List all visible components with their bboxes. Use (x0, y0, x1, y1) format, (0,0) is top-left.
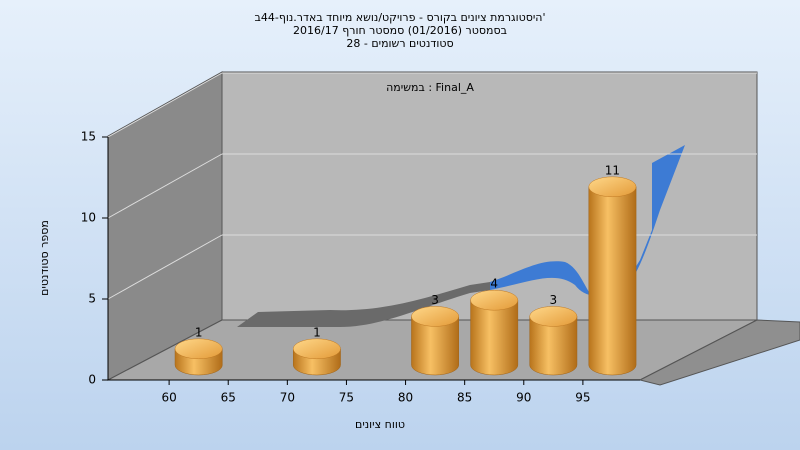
bar-top (470, 289, 519, 311)
bar-top (529, 306, 578, 327)
curve-front (490, 145, 685, 301)
bar (411, 316, 460, 376)
bar-top (588, 176, 637, 198)
x-tick-label: 65 (221, 391, 236, 405)
y-tick-label: 10 (81, 211, 96, 225)
x-axis-label: טווח ציונים (355, 418, 405, 431)
grid-line (107, 153, 223, 219)
annotation: במשימה : Final_A (386, 81, 474, 94)
x-tick-label: 80 (398, 391, 413, 405)
bar (529, 316, 578, 376)
bar (470, 299, 519, 376)
data-label: 4 (490, 277, 498, 291)
x-tick-label: 95 (575, 391, 590, 405)
bar-top (292, 338, 341, 360)
side-panel (638, 319, 800, 386)
x-tick-label: 60 (161, 391, 176, 405)
curve-back (237, 282, 490, 327)
data-label: 3 (431, 293, 439, 307)
y-tick-label: 5 (88, 292, 96, 306)
chart-subtitle: בסמסטר (01/2016) סמסטר חורף 2016/17 (293, 24, 507, 37)
bar-top (174, 338, 223, 360)
y-tick-label: 0 (88, 373, 96, 387)
x-tick-label: 70 (280, 391, 295, 405)
x-tick-label: 90 (516, 391, 531, 405)
bar (588, 186, 637, 376)
x-tick-label: 85 (457, 391, 472, 405)
y-axis-label: מספר סטודנטים (38, 220, 51, 296)
data-label: 11 (605, 163, 620, 177)
data-label: 3 (550, 293, 558, 307)
chart-subtitle: סטודנטים רשומים - 28 (346, 37, 453, 50)
chart-title: היסטוגרמת ציונים בקורס - פרויקט/נושא מיו… (254, 11, 545, 24)
data-label: 1 (195, 325, 203, 339)
data-label: 1 (313, 325, 321, 339)
bar-top (411, 306, 460, 327)
grid-line (107, 234, 223, 300)
y-tick-label: 15 (81, 130, 96, 144)
grid-line (107, 72, 223, 138)
x-tick-label: 75 (339, 391, 354, 405)
